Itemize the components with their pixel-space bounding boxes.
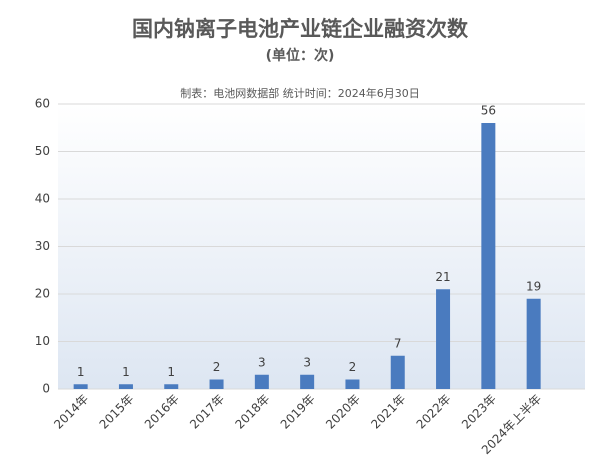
x-tick-label: 2017年 (187, 392, 227, 432)
bar (118, 384, 133, 389)
x-tick-label: 2022年 (414, 392, 454, 432)
y-tick-label: 20 (35, 287, 50, 301)
bar (73, 384, 88, 389)
value-label: 3 (303, 355, 311, 369)
value-label: 1 (122, 365, 130, 379)
y-tick-label: 10 (35, 334, 50, 348)
bar (436, 289, 451, 389)
x-tick-label: 2021年 (368, 392, 408, 432)
x-tick-label: 2023年 (459, 392, 499, 432)
y-tick-label: 40 (35, 192, 50, 206)
value-label: 19 (526, 279, 541, 293)
chart-title: 国内钠离子电池产业链企业融资次数 (132, 17, 469, 41)
value-label: 1 (167, 365, 175, 379)
x-tick-label: 2020年 (323, 392, 363, 432)
y-tick-label: 30 (35, 239, 50, 253)
x-tick-label: 2014年 (51, 392, 91, 432)
x-tick-label: 2016年 (142, 392, 182, 432)
bar (209, 379, 224, 389)
bar (345, 379, 360, 389)
x-tick-label: 2015年 (97, 392, 137, 432)
value-label: 2 (213, 360, 221, 374)
bar (164, 384, 179, 389)
value-label: 21 (435, 270, 450, 284)
value-label: 1 (77, 365, 85, 379)
y-tick-label: 0 (42, 382, 50, 396)
value-label: 56 (481, 104, 496, 118)
bar (526, 298, 541, 389)
y-tick-label: 50 (35, 144, 50, 158)
x-tick-label: 2019年 (278, 392, 318, 432)
bar (390, 355, 405, 389)
x-tick-label: 2018年 (232, 392, 272, 432)
bar (254, 374, 269, 389)
chart-source: 制表：电池网数据部 统计时间：2024年6月30日 (180, 86, 420, 100)
value-label: 7 (394, 336, 402, 350)
bar (481, 123, 496, 389)
value-label: 2 (349, 360, 357, 374)
value-label: 3 (258, 355, 266, 369)
chart-subtitle: (单位：次) (266, 47, 335, 64)
bar (300, 374, 315, 389)
y-tick-label: 60 (35, 97, 50, 111)
